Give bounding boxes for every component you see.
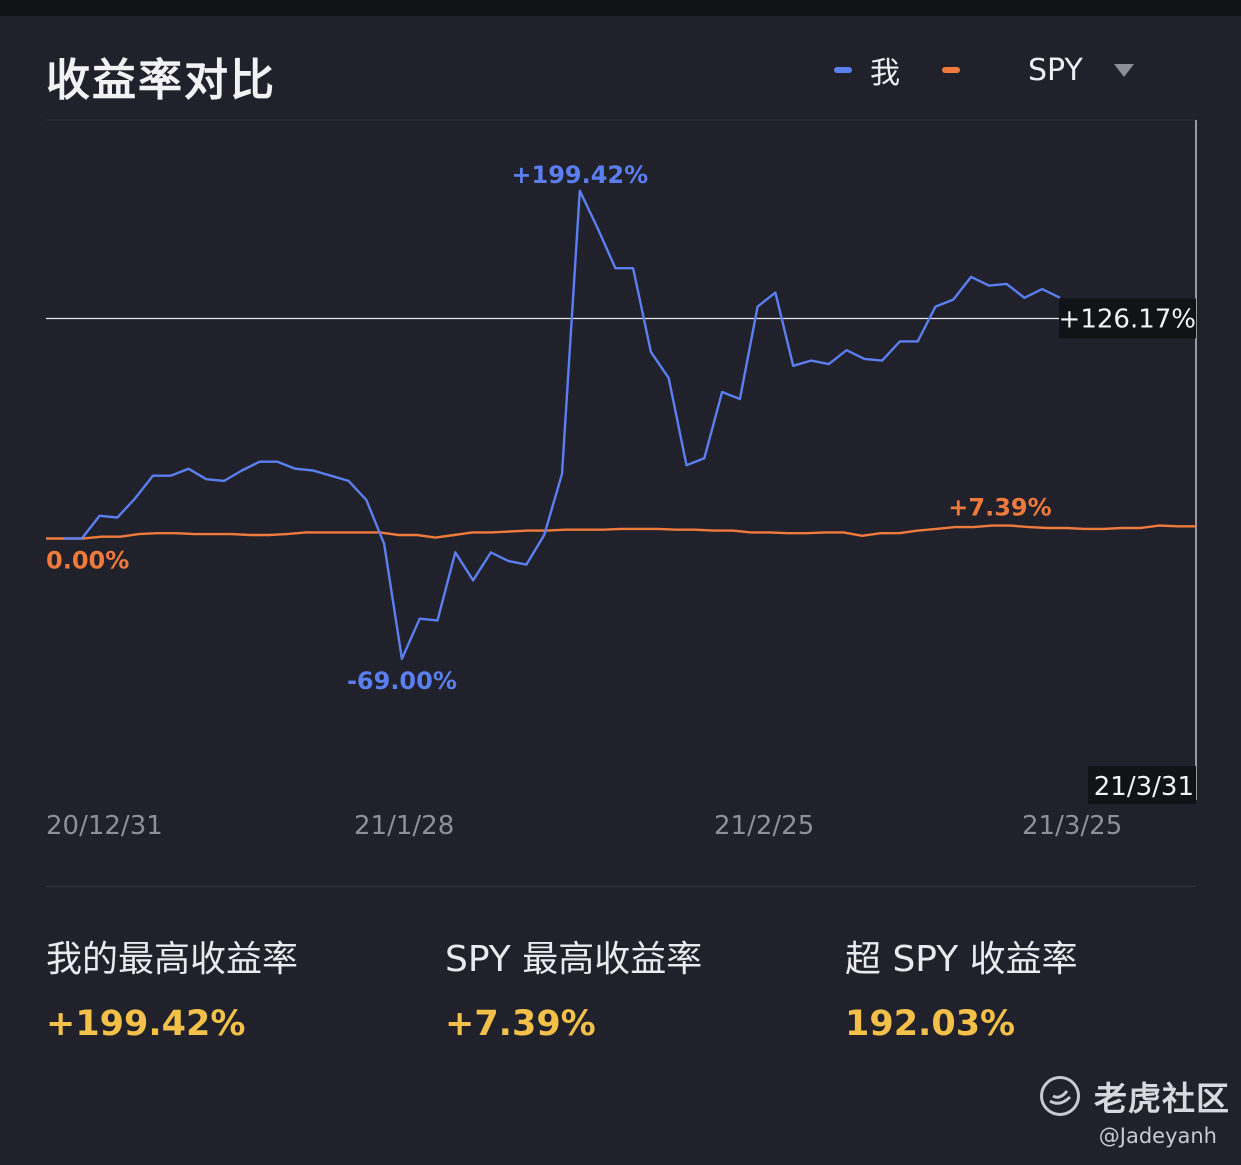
return-chart: +199.42% -69.00% 0.00% +7.39% +126.17% 2… (46, 119, 1197, 841)
legend-item-me[interactable]: 我 (834, 52, 900, 91)
stat-label: 超 SPY 收益率 (845, 939, 1078, 980)
legend-swatch-spy (942, 67, 960, 73)
legend-item-spy[interactable]: SPY (942, 52, 1083, 88)
legend-label-spy: SPY (1028, 52, 1083, 88)
x-tick-label: 21/3/25 (1022, 811, 1122, 841)
series-line-spy (46, 524, 1196, 540)
brand-name: 老虎社区 (1094, 1079, 1230, 1118)
x-tick-label: 21/2/25 (714, 811, 814, 841)
section-divider (46, 886, 1196, 887)
legend-label-me: 我 (870, 56, 900, 91)
stat-spy-max: SPY 最高收益率 +7.39% (445, 930, 702, 1044)
x-tick-label: 21/1/28 (354, 811, 454, 841)
legend-swatch-me (834, 67, 852, 73)
annotation-spy-max: +7.39% (948, 494, 1051, 522)
stat-my-max: 我的最高收益率 +199.42% (46, 930, 298, 1044)
stat-value: +199.42% (46, 1004, 246, 1044)
stat-value: +7.39% (445, 1004, 596, 1044)
tiger-logo-icon (1040, 1076, 1080, 1116)
stat-value: 192.03% (845, 1004, 1016, 1044)
annotation-me-min: -69.00% (347, 667, 457, 695)
crosshair-date-label: 21/3/31 (1094, 772, 1194, 802)
author-handle: @Jadeyanh (1098, 1124, 1217, 1148)
stat-label: 我的最高收益率 (46, 939, 299, 980)
stat-excess: 超 SPY 收益率 192.03% (845, 930, 1078, 1044)
chevron-down-icon[interactable] (1114, 64, 1134, 77)
series-line-me (64, 189, 1061, 660)
comparison-card (0, 16, 1241, 1165)
annotation-me-max: +199.42% (511, 161, 648, 189)
crosshair-date-box (1088, 766, 1196, 804)
crosshair-value-box (1059, 298, 1196, 339)
stat-label: SPY 最高收益率 (445, 939, 703, 980)
crosshair-value-label: +126.17% (1059, 304, 1196, 334)
page-title: 收益率对比 (46, 55, 276, 106)
top-strip (0, 0, 1241, 16)
x-tick-label: 20/12/31 (46, 811, 163, 841)
brand-watermark: 老虎社区 (1040, 1072, 1230, 1120)
annotation-spy-start: 0.00% (46, 546, 129, 574)
